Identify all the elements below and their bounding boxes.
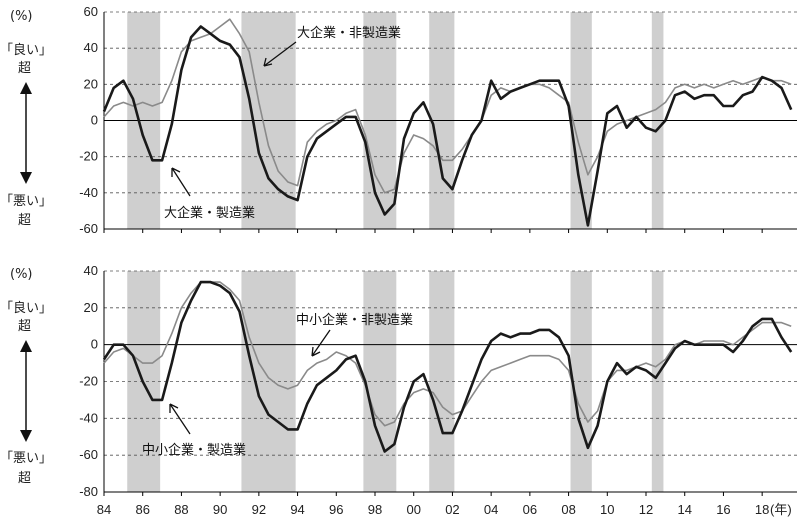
arrow-large-non: [263, 41, 297, 67]
y-tick-label: -40: [79, 410, 98, 425]
x-tick-label: 04: [484, 502, 498, 517]
x-axis-labels: 84 86 88 90 92 94 96 98 00 02 04 06 08 10 12 14 16 18: [97, 502, 770, 517]
x-tick-label: 94: [290, 502, 304, 517]
y-tick-label: -20: [79, 374, 98, 389]
series-line: [102, 280, 793, 453]
y-tick-label: 20: [84, 76, 98, 91]
annotation-small-manufacturing: 中小企業・製造業: [142, 442, 246, 458]
y-tick-label: 40: [84, 263, 98, 278]
x-tick-label: 10: [600, 502, 614, 517]
bad-suffix-bottom: 超: [18, 471, 31, 486]
annotation-large-non-manufacturing: 大企業・非製造業: [297, 25, 401, 41]
bad-suffix-top: 超: [18, 213, 31, 228]
bad-label-top: 「悪い」: [0, 194, 52, 209]
x-tick-label: 88: [174, 502, 188, 517]
y-tick-label: 0: [91, 113, 98, 128]
y-tick-label: 0: [91, 337, 98, 352]
series-line: [102, 25, 793, 227]
y-tick-label: -60: [79, 447, 98, 462]
arrow-small-mfg: [169, 403, 191, 435]
annotation-small-non-manufacturing: 中小企業・非製造業: [296, 312, 413, 328]
annotation-large-manufacturing: 大企業・製造業: [164, 205, 255, 221]
large-enterprise-panel: 60 40 20 0 -20 -40 -60: [79, 4, 797, 236]
arrow-large-mfg: [171, 167, 191, 197]
good-label-bottom: 「良い」: [0, 300, 52, 316]
x-tick-label: 12: [639, 502, 653, 517]
x-tick-label: 08: [561, 502, 575, 517]
unit-label-bottom: (%): [10, 267, 33, 282]
good-suffix-top: 超: [18, 61, 31, 76]
arrow-small-non: [311, 329, 331, 357]
recession-band: [570, 271, 592, 492]
x-tick-label: 92: [252, 502, 266, 517]
y-tick-label: -80: [79, 484, 98, 499]
double-arrow-icon-bottom: [20, 340, 32, 442]
series-line: [103, 281, 792, 427]
x-tick-label: 90: [213, 502, 227, 517]
good-suffix-bottom: 超: [18, 319, 31, 334]
y-tick-label: 20: [84, 300, 98, 315]
x-tick-label: 98: [368, 502, 382, 517]
x-tick-label: 16: [716, 502, 730, 517]
x-tick-label: 18: [755, 502, 769, 517]
y-tick-label: -20: [79, 149, 98, 164]
x-tick-label: 86: [135, 502, 149, 517]
small-enterprise-panel: 40 20 0 -20 -40 -60 -80: [79, 263, 797, 499]
y-tick-label: 60: [84, 4, 98, 19]
x-tick-label: 96: [329, 502, 343, 517]
x-unit-label: (年): [770, 502, 792, 517]
good-label-top: 「良い」: [0, 42, 52, 58]
unit-label-top: (%): [10, 9, 33, 24]
bad-label-bottom: 「悪い」: [0, 451, 52, 466]
x-tick-label: 84: [97, 502, 111, 517]
y-tick-label: 40: [84, 40, 98, 55]
x-tick-label: 02: [445, 502, 459, 517]
x-tick-label: 00: [406, 502, 420, 517]
double-arrow-icon-top: [20, 82, 32, 184]
series-line: [103, 18, 792, 194]
x-tick-label: 14: [677, 502, 691, 517]
x-tick-label: 06: [523, 502, 537, 517]
y-tick-label: -40: [79, 185, 98, 200]
y-tick-label: -60: [79, 221, 98, 236]
